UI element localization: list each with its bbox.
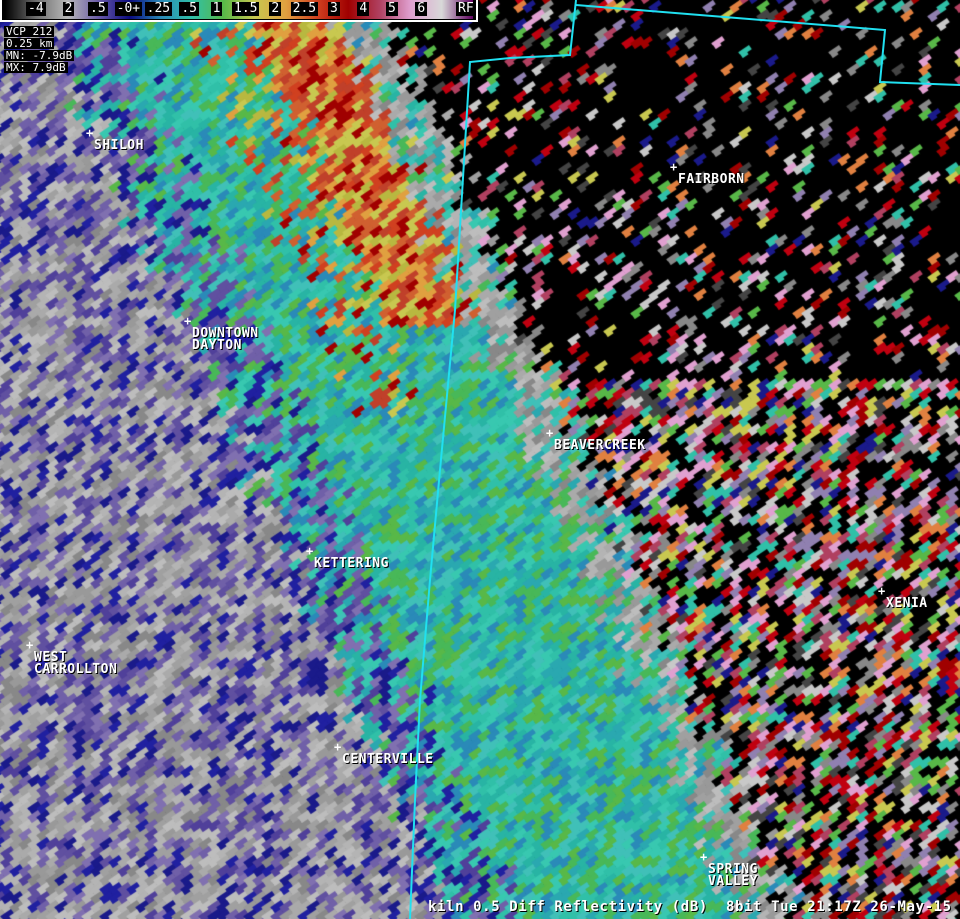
city-marker-icon: + bbox=[26, 638, 34, 652]
resolution-label: 0.25 km bbox=[4, 37, 55, 50]
city-label: CENTERVILLE bbox=[342, 752, 434, 767]
legend-label: 2 bbox=[62, 1, 75, 16]
county-line bbox=[409, 0, 577, 919]
legend-label: RF bbox=[456, 1, 476, 16]
city-label: KETTERING bbox=[314, 556, 389, 571]
min-value-label: MN: -7.9dB bbox=[4, 49, 75, 62]
city-marker-icon: + bbox=[86, 126, 94, 140]
city-marker-icon: + bbox=[184, 314, 192, 328]
city-marker-icon: + bbox=[306, 544, 314, 558]
legend-label: .5 bbox=[88, 1, 108, 16]
city-label: SHILOH bbox=[94, 138, 144, 153]
legend-label: 6 bbox=[415, 1, 428, 16]
legend-label: 1.5 bbox=[232, 1, 260, 16]
city-label: SPRING VALLEY bbox=[708, 862, 758, 889]
legend-label: .5 bbox=[179, 1, 199, 16]
city-label: BEAVERCREEK bbox=[554, 438, 646, 453]
county-line bbox=[575, 4, 960, 86]
max-value-label: MX: 7.9dB bbox=[4, 61, 68, 74]
city-label: FAIRBORN bbox=[678, 172, 745, 187]
city-marker-icon: + bbox=[546, 426, 554, 440]
color-legend: -4 2.5 -0+ .25.5 1 1.5 2 2.5 3 4 5 6 RF bbox=[0, 0, 478, 22]
legend-label: 2 bbox=[269, 1, 282, 16]
vcp-label: VCP 212 bbox=[4, 25, 55, 38]
city-marker-icon: + bbox=[700, 850, 708, 864]
city-label: DOWNTOWN DAYTON bbox=[192, 326, 259, 353]
city-marker-icon: + bbox=[878, 584, 886, 598]
legend-label: 5 bbox=[386, 1, 398, 16]
status-bar: kiln 0.5 Diff Reflectivity (dB) 8bit Tue… bbox=[428, 899, 952, 915]
legend-label: 1 bbox=[210, 1, 223, 16]
legend-label: .25 bbox=[144, 1, 173, 16]
legend-label: 2.5 bbox=[290, 1, 319, 16]
legend-label: 3 bbox=[328, 1, 340, 16]
legend-label: 4 bbox=[357, 1, 370, 16]
city-marker-icon: + bbox=[670, 160, 678, 174]
city-label: WEST CARROLLTON bbox=[34, 650, 118, 677]
city-marker-icon: + bbox=[334, 740, 342, 754]
city-label: XENIA bbox=[886, 596, 928, 611]
legend-label: -4 bbox=[26, 1, 46, 16]
legend-label: -0+ bbox=[114, 1, 143, 16]
